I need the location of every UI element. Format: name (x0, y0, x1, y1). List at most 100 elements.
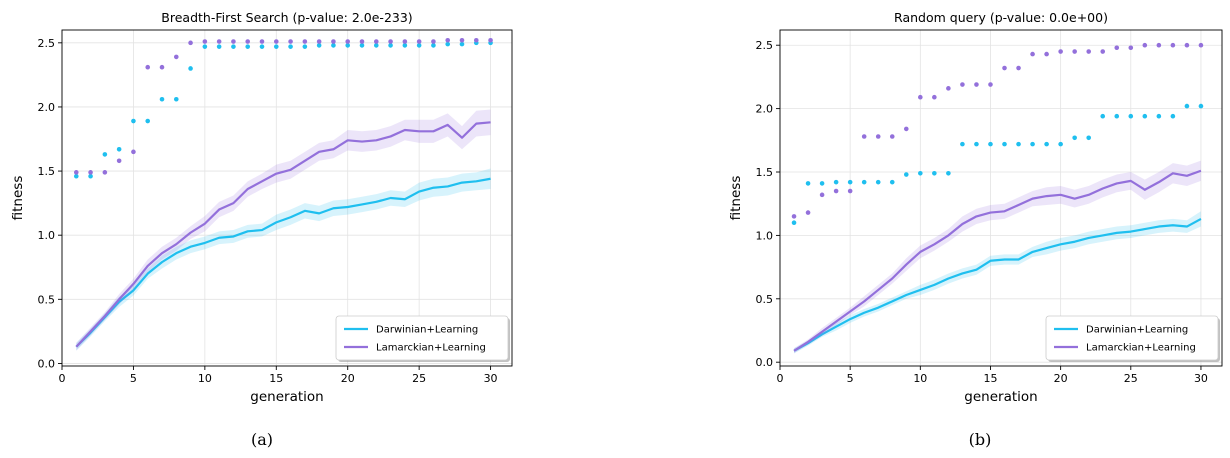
x-tick-label: 0 (59, 372, 66, 385)
best-point-0 (116, 146, 122, 152)
best-point-0 (173, 96, 179, 102)
x-tick-label: 20 (341, 372, 355, 385)
best-point-0 (1058, 141, 1063, 147)
best-point-0 (1100, 113, 1106, 119)
best-point-0 (73, 173, 79, 179)
y-tick-label: 1.5 (756, 166, 774, 179)
best-point-1 (145, 64, 151, 70)
x-tick-label: 0 (777, 372, 784, 385)
best-point-1 (316, 39, 322, 44)
legend-box (1045, 315, 1219, 361)
best-point-0 (791, 220, 797, 226)
best-point-1 (445, 37, 451, 43)
best-point-0 (932, 170, 937, 176)
best-point-0 (216, 44, 222, 49)
best-point-0 (302, 44, 308, 49)
best-point-1 (245, 39, 251, 44)
legend-label-1: Lamarckian+Learning (376, 343, 486, 354)
figure-caption: (a) (251, 430, 273, 449)
best-point-0 (1002, 141, 1007, 147)
best-point-1 (1086, 49, 1091, 54)
y-tick-label: 2.0 (38, 101, 56, 114)
best-point-1 (1058, 49, 1063, 54)
axes-frame (779, 29, 1223, 367)
best-point-0 (88, 173, 93, 179)
best-point-0 (861, 179, 867, 185)
best-point-1 (73, 170, 79, 175)
best-point-1 (988, 82, 993, 87)
legend-box (335, 315, 509, 361)
best-point-0 (960, 141, 965, 147)
best-point-1 (88, 170, 93, 175)
best-point-0 (345, 43, 351, 48)
x-tick-label: 15 (983, 372, 997, 385)
best-point-1 (402, 39, 408, 44)
best-point-1 (102, 170, 108, 175)
best-point-0 (903, 172, 909, 177)
best-point-0 (259, 44, 265, 49)
best-point-0 (1142, 113, 1148, 119)
best-point-1 (1142, 42, 1148, 48)
best-point-1 (889, 134, 895, 139)
best-point-0 (359, 43, 365, 48)
best-point-1 (159, 64, 165, 70)
best-point-0 (231, 44, 236, 49)
best-point-1 (302, 39, 308, 44)
y-tick-label: 1.0 (756, 229, 774, 242)
best-point-0 (974, 141, 979, 147)
series-line-0 (75, 177, 491, 348)
best-point-1 (373, 39, 379, 44)
best-point-1 (416, 39, 422, 44)
best-point-1 (974, 82, 979, 87)
best-point-0 (1086, 135, 1091, 141)
best-point-1 (1114, 45, 1120, 51)
best-point-1 (131, 149, 136, 155)
best-point-1 (345, 39, 351, 44)
best-point-1 (231, 39, 236, 44)
best-point-1 (259, 39, 265, 44)
x-axis-label: generation (964, 389, 1037, 405)
best-point-1 (173, 54, 179, 60)
y-axis-label: fitness (10, 176, 26, 221)
best-point-0 (431, 43, 436, 48)
best-point-0 (245, 44, 251, 49)
series-band-1 (794, 160, 1201, 354)
legend: Darwinian+Learning Lamarckian+Learning (335, 315, 510, 362)
best-point-1 (202, 39, 208, 44)
best-point-1 (473, 37, 479, 43)
y-tick-label: 2.5 (756, 39, 774, 52)
best-point-1 (833, 188, 839, 194)
best-point-1 (331, 39, 336, 44)
x-tick-label: 5 (130, 372, 137, 385)
best-point-0 (459, 41, 465, 47)
best-point-0 (1072, 135, 1077, 141)
best-point-0 (1156, 113, 1162, 119)
y-tick-label: 1.5 (38, 165, 56, 178)
best-point-0 (889, 179, 895, 185)
legend-label-0: Darwinian+Learning (376, 325, 478, 336)
chart-panel-b: 0 5 10 15 20 25 30 0.0 0.5 1.0 1.5 2.0 2.5 Random que… (728, 10, 1223, 449)
best-point-1 (216, 39, 222, 44)
y-tick-label: 0.5 (38, 293, 56, 306)
legend: Darwinian+Learning Lamarckian+Learning (1045, 315, 1220, 362)
best-point-1 (903, 126, 909, 132)
legend-label-1: Lamarckian+Learning (1086, 343, 1196, 354)
chart-title: Breadth-First Search (p-value: 2.0e-233) (161, 10, 412, 25)
best-point-0 (1184, 103, 1190, 109)
y-tick-label: 0.0 (756, 356, 774, 369)
best-point-0 (331, 43, 336, 48)
best-point-1 (791, 214, 797, 219)
best-point-1 (388, 39, 393, 44)
best-point-1 (847, 188, 853, 194)
best-point-1 (1002, 65, 1007, 71)
best-point-0 (1114, 113, 1120, 119)
best-point-1 (1030, 51, 1035, 57)
best-point-0 (388, 43, 393, 48)
y-tick-label: 2.0 (756, 103, 774, 116)
legend-label-0: Darwinian+Learning (1086, 325, 1188, 336)
best-point-1 (932, 94, 937, 100)
best-point-1 (359, 39, 365, 44)
best-point-0 (288, 44, 293, 49)
chart-panel-a: 0 5 10 15 20 25 30 0.0 0.5 1.0 1.5 2.0 2.5 Breadth-Fi… (10, 10, 513, 449)
